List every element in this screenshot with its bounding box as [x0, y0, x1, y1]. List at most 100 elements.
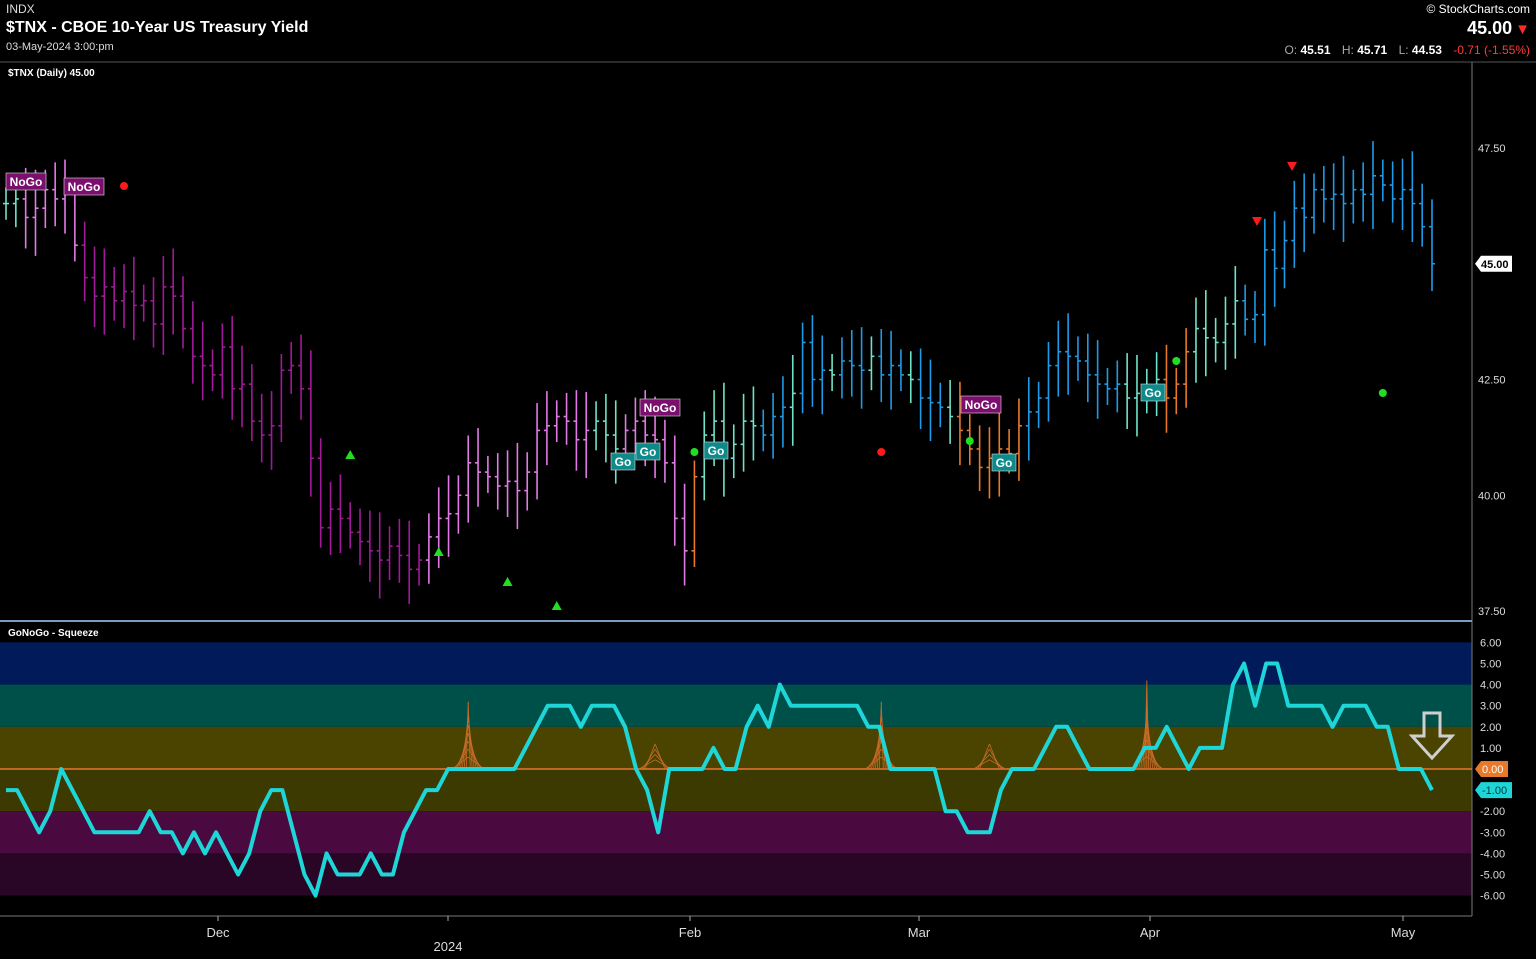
- price-bar: [366, 510, 373, 582]
- annotation-text: NoGo: [68, 180, 101, 194]
- signal-annotation: NoGo: [960, 395, 1002, 414]
- price-bar: [1242, 284, 1249, 336]
- price-bar: [1429, 199, 1435, 292]
- price-bar: [1232, 266, 1239, 359]
- price-bar: [1379, 159, 1386, 202]
- price-bar: [465, 435, 472, 523]
- signal-annotation: Go: [991, 453, 1017, 472]
- squeeze-cone: [973, 743, 1006, 770]
- price-bar: [337, 474, 344, 554]
- change-value: -0.71 (-1.55%): [1453, 43, 1530, 57]
- oscillator-tick-label: 6.00: [1480, 637, 1501, 649]
- price-bar: [524, 452, 531, 511]
- annotation-box: [63, 177, 105, 196]
- y-tick-label: 42.50: [1478, 375, 1506, 387]
- squeeze-line: [644, 743, 656, 770]
- price-bars: [3, 141, 1435, 605]
- price-bar: [848, 329, 855, 397]
- oscillator-line: [6, 661, 1456, 898]
- price-bar: [62, 159, 69, 234]
- annotation-box: [991, 453, 1017, 472]
- price-bar: [996, 410, 1003, 497]
- price-bar: [740, 393, 747, 472]
- price-bar: [838, 337, 845, 399]
- squeeze-line: [1146, 680, 1150, 770]
- price-bar: [1222, 296, 1229, 370]
- price-bar: [563, 392, 570, 445]
- price-bar: [396, 518, 403, 583]
- annotation-box: [703, 441, 729, 460]
- high-value: 45.71: [1357, 43, 1388, 57]
- price-bar: [1163, 344, 1170, 433]
- price-bar: [1409, 151, 1416, 242]
- low-value: 44.53: [1411, 43, 1442, 57]
- price-bar: [1045, 341, 1052, 422]
- signal-annotation: Go: [635, 442, 661, 461]
- price-bar: [602, 393, 609, 463]
- up-triangle-icon: [551, 601, 562, 610]
- price-bar: [1074, 336, 1081, 381]
- price-bar: [1133, 354, 1140, 437]
- price-bar: [907, 351, 914, 404]
- price-bar: [1281, 220, 1288, 289]
- price-bar: [406, 520, 413, 605]
- zero-tag-bg: [1475, 761, 1508, 777]
- zero-tag-text: 0.00: [1482, 764, 1503, 776]
- high-label: H:: [1341, 43, 1354, 57]
- price-bar: [1065, 313, 1072, 395]
- price-bar: [494, 453, 501, 510]
- price-bar: [229, 316, 236, 420]
- price-bar: [612, 400, 619, 484]
- price-bar: [278, 354, 285, 443]
- annotation-box: [610, 452, 636, 471]
- price-bar: [288, 341, 295, 394]
- price-bar: [1340, 155, 1347, 242]
- signal-annotation: Go: [610, 452, 636, 471]
- down-triangle-icon: ▼: [1515, 21, 1530, 38]
- price-bar: [1419, 183, 1426, 247]
- price-tag-text: 45.00: [1481, 259, 1509, 271]
- down-triangle-icon: [1287, 162, 1297, 171]
- price-bar: [730, 424, 737, 479]
- oscillator-band: [0, 769, 1472, 812]
- signal-annotation: Go: [703, 441, 729, 460]
- signal-annotation: Go: [1140, 383, 1166, 402]
- annotation-text: Go: [640, 445, 657, 459]
- annotation-text: Go: [708, 444, 725, 458]
- signal-markers: NoGo NoGo NoGo NoGo Go Go Go Go Go: [5, 162, 1387, 610]
- price-bar: [593, 401, 600, 451]
- brand-logo[interactable]: © StockCharts.com: [1426, 2, 1530, 16]
- price-bar: [809, 315, 816, 407]
- price-bar: [1124, 353, 1131, 430]
- down-triangle-icon: [1252, 217, 1262, 226]
- price-bar: [976, 425, 983, 492]
- axis-labels: 37.50 40.00 42.50 45.00 47.50 6.00 5.00 4.00 3.0…: [206, 143, 1512, 954]
- annotation-box: [1140, 383, 1166, 402]
- price-bar: [101, 248, 108, 335]
- x-tick-label: 2024: [434, 939, 463, 954]
- oscillator-band: [0, 642, 1472, 685]
- price-bar: [937, 382, 944, 428]
- price-bar: [799, 322, 806, 414]
- squeeze-line: [989, 743, 1000, 770]
- price-bar: [897, 349, 904, 392]
- price-bar: [1330, 163, 1337, 230]
- annotation-box: [960, 395, 1002, 414]
- price-bar: [121, 264, 128, 329]
- y-tick-label: 47.50: [1478, 143, 1506, 155]
- price-bar: [150, 277, 157, 348]
- price-bar: [956, 381, 963, 466]
- price-bar: [1399, 158, 1406, 230]
- squeeze-line: [465, 701, 469, 770]
- chart-date: 03-May-2024 3:00:pm: [6, 41, 114, 53]
- annotation-text: NoGo: [644, 401, 677, 415]
- price-bar: [248, 364, 255, 442]
- price-tag: 45.00: [1475, 255, 1512, 272]
- price-bar: [543, 391, 550, 466]
- annotation-box: [635, 442, 661, 461]
- go-dot: [1172, 357, 1181, 365]
- price-bar: [298, 334, 305, 420]
- price-bar: [720, 382, 727, 497]
- x-tick-label: May: [1391, 925, 1416, 940]
